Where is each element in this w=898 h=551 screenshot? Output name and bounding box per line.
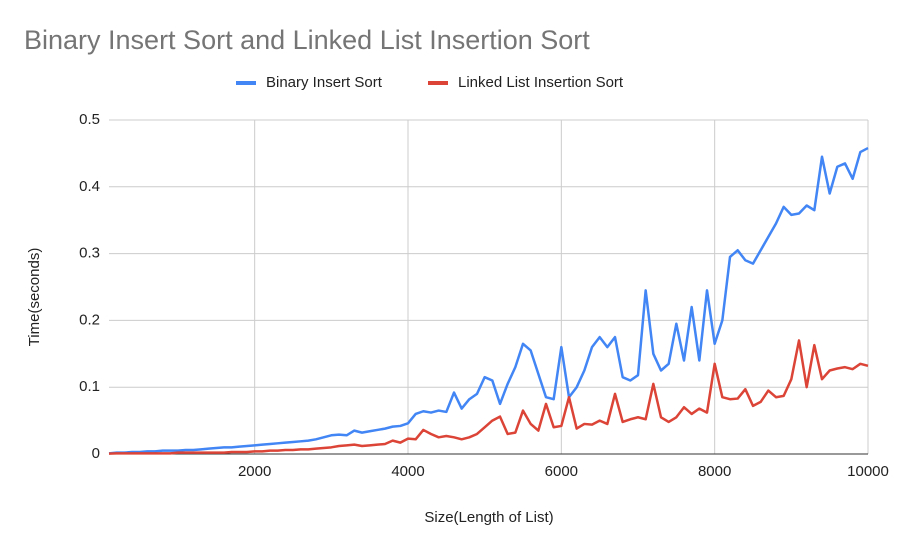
y-tick-label: 0.2 — [79, 311, 100, 328]
y-axis-label: Time(seconds) — [26, 248, 43, 347]
x-tick-label: 2000 — [238, 463, 271, 480]
series-line — [108, 146, 869, 455]
x-axis-label: Size(Length of List) — [424, 509, 553, 526]
x-tick-label: 8000 — [698, 463, 731, 480]
chart-title: Binary Insert Sort and Linked List Inser… — [24, 25, 590, 55]
legend-label: Linked List Insertion Sort — [458, 74, 624, 91]
x-tick-label: 10000 — [847, 463, 889, 480]
y-tick-label: 0 — [92, 445, 100, 462]
legend-label: Binary Insert Sort — [266, 74, 383, 91]
x-tick-label: 4000 — [391, 463, 424, 480]
x-tick-label: 6000 — [545, 463, 578, 480]
y-tick-label: 0.3 — [79, 245, 100, 262]
y-tick-label: 0.4 — [79, 178, 100, 195]
y-tick-label: 0.5 — [79, 111, 100, 128]
y-tick-label: 0.1 — [79, 378, 100, 395]
series-line — [108, 339, 869, 455]
